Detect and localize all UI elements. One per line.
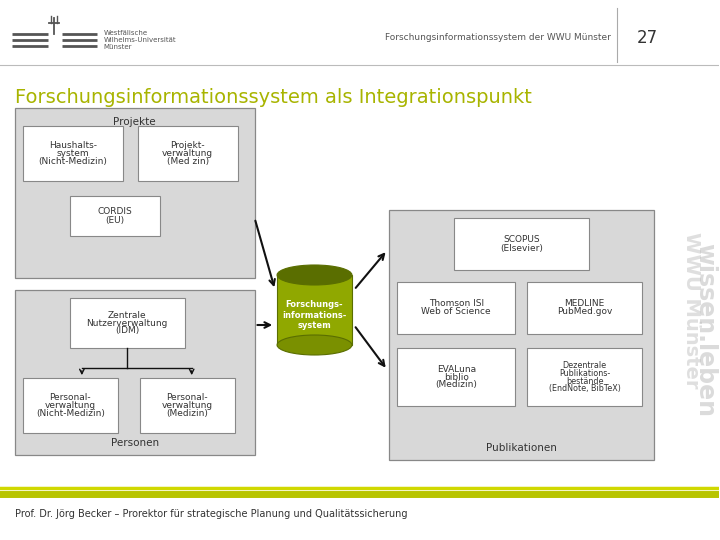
Text: bestände: bestände: [566, 376, 603, 386]
Text: (Nicht-Medizin): (Nicht-Medizin): [38, 157, 107, 166]
Text: Publikationen: Publikationen: [486, 443, 557, 453]
Text: Westfälische: Westfälische: [104, 30, 148, 36]
Text: verwaltung: verwaltung: [162, 149, 213, 158]
FancyBboxPatch shape: [70, 298, 185, 348]
FancyBboxPatch shape: [70, 196, 160, 236]
Text: (Nicht-Medizin): (Nicht-Medizin): [36, 409, 105, 418]
Text: WWU Münster: WWU Münster: [683, 232, 701, 388]
Text: Web of Science: Web of Science: [421, 307, 491, 316]
Text: (Medizin): (Medizin): [166, 409, 208, 418]
FancyBboxPatch shape: [397, 282, 516, 334]
Text: Nutzerverwaltung: Nutzerverwaltung: [86, 319, 168, 327]
Text: (IDM): (IDM): [115, 327, 140, 335]
FancyBboxPatch shape: [277, 275, 352, 345]
Text: system: system: [57, 149, 89, 158]
Text: Publikations-: Publikations-: [559, 368, 610, 377]
Ellipse shape: [277, 265, 352, 285]
FancyBboxPatch shape: [527, 348, 642, 406]
Text: Personal-: Personal-: [166, 393, 208, 402]
Text: Haushalts-: Haushalts-: [49, 141, 97, 150]
Text: Forschungsinformationssystem der WWU Münster: Forschungsinformationssystem der WWU Mün…: [385, 33, 611, 43]
Text: Projekt-: Projekt-: [171, 141, 205, 150]
FancyBboxPatch shape: [15, 290, 255, 455]
Text: Thomson ISI: Thomson ISI: [428, 300, 484, 308]
Text: wissen.leben: wissen.leben: [693, 243, 717, 417]
Text: Personal-: Personal-: [50, 393, 91, 402]
Text: CORDIS: CORDIS: [97, 207, 132, 217]
Text: SCOPUS: SCOPUS: [503, 235, 540, 245]
Text: PubMed.gov: PubMed.gov: [557, 307, 612, 316]
FancyBboxPatch shape: [397, 348, 516, 406]
Text: verwaltung: verwaltung: [161, 401, 213, 410]
Text: Forschungsinformationssystem als Integrationspunkt: Forschungsinformationssystem als Integra…: [15, 88, 532, 107]
FancyBboxPatch shape: [140, 378, 235, 433]
Text: (Medizin): (Medizin): [436, 381, 477, 389]
Text: EVALuna: EVALuna: [437, 364, 476, 374]
Text: (Elsevier): (Elsevier): [500, 244, 543, 253]
Text: Dezentrale: Dezentrale: [562, 361, 607, 369]
Ellipse shape: [277, 335, 352, 355]
FancyBboxPatch shape: [454, 218, 589, 270]
Text: (Med zin): (Med zin): [166, 157, 209, 166]
Text: (EndNote, BibTeX): (EndNote, BibTeX): [549, 384, 621, 394]
Text: Münster: Münster: [104, 44, 132, 50]
Text: Prof. Dr. Jörg Becker – Prorektor für strategische Planung und Qualitätssicherun: Prof. Dr. Jörg Becker – Prorektor für st…: [15, 509, 408, 519]
Text: Projekte: Projekte: [114, 117, 156, 127]
FancyBboxPatch shape: [15, 108, 255, 278]
Text: verwaltung: verwaltung: [45, 401, 96, 410]
Text: Zentrale: Zentrale: [108, 310, 147, 320]
FancyBboxPatch shape: [138, 126, 238, 181]
FancyBboxPatch shape: [390, 210, 654, 460]
Text: 27: 27: [636, 29, 657, 47]
Text: Wilhelms-Universität: Wilhelms-Universität: [104, 37, 176, 43]
FancyBboxPatch shape: [527, 282, 642, 334]
Text: Forschungs-
informations-
system: Forschungs- informations- system: [282, 300, 347, 330]
Text: MEDLINE: MEDLINE: [564, 300, 605, 308]
Text: (EU): (EU): [105, 215, 125, 225]
FancyBboxPatch shape: [23, 378, 118, 433]
FancyBboxPatch shape: [23, 126, 123, 181]
Text: biblio: biblio: [444, 373, 469, 381]
Text: Personen: Personen: [111, 438, 159, 448]
